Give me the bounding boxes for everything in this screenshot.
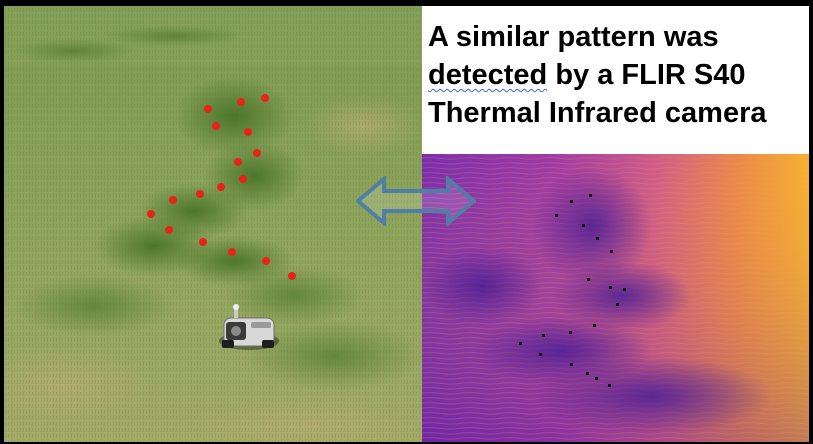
black-marker-dots	[519, 194, 626, 387]
red-marker	[262, 257, 270, 265]
red-marker	[239, 175, 247, 183]
red-marker	[237, 98, 245, 106]
black-marker	[596, 237, 599, 240]
black-marker	[570, 200, 573, 203]
black-marker	[593, 324, 596, 327]
red-marker	[204, 105, 212, 113]
caption-line-1: A similar pattern was	[428, 21, 719, 53]
black-marker	[586, 372, 589, 375]
red-marker	[244, 128, 252, 136]
black-marker	[623, 288, 626, 291]
caption-line-2-rest: by a FLIR S40	[547, 59, 746, 91]
black-marker	[569, 331, 572, 334]
black-marker	[608, 384, 611, 387]
red-marker	[169, 196, 177, 204]
black-marker	[542, 334, 545, 337]
black-marker	[589, 194, 592, 197]
red-marker	[234, 158, 242, 166]
grass-photo	[4, 6, 422, 442]
red-marker-dots	[147, 94, 296, 280]
black-marker	[555, 214, 558, 217]
red-marker	[228, 248, 236, 256]
black-marker	[539, 353, 542, 356]
black-marker	[587, 278, 590, 281]
red-marker	[212, 122, 220, 130]
red-marker	[288, 272, 296, 280]
sensor-device	[219, 304, 279, 350]
red-marker	[217, 183, 225, 191]
caption-line-2: detected by a FLIR S40	[428, 58, 746, 92]
red-marker	[253, 149, 261, 157]
black-marker	[582, 224, 585, 227]
double-headed-arrow-icon	[356, 176, 476, 226]
red-marker	[199, 238, 207, 246]
black-marker	[616, 303, 619, 306]
caption-word-detected: detected	[428, 59, 548, 91]
black-marker	[610, 250, 613, 253]
caption-line-3: Thermal Infrared camera	[428, 97, 767, 129]
caption-box: A similar pattern was detected by a FLIR…	[422, 6, 809, 154]
black-marker	[609, 286, 612, 289]
black-marker	[519, 342, 522, 345]
red-marker	[165, 226, 173, 234]
red-marker	[196, 190, 204, 198]
red-marker	[147, 210, 155, 218]
grass-photo-canvas	[4, 6, 422, 442]
black-marker	[595, 377, 598, 380]
black-marker	[570, 363, 573, 366]
red-marker	[261, 94, 269, 102]
